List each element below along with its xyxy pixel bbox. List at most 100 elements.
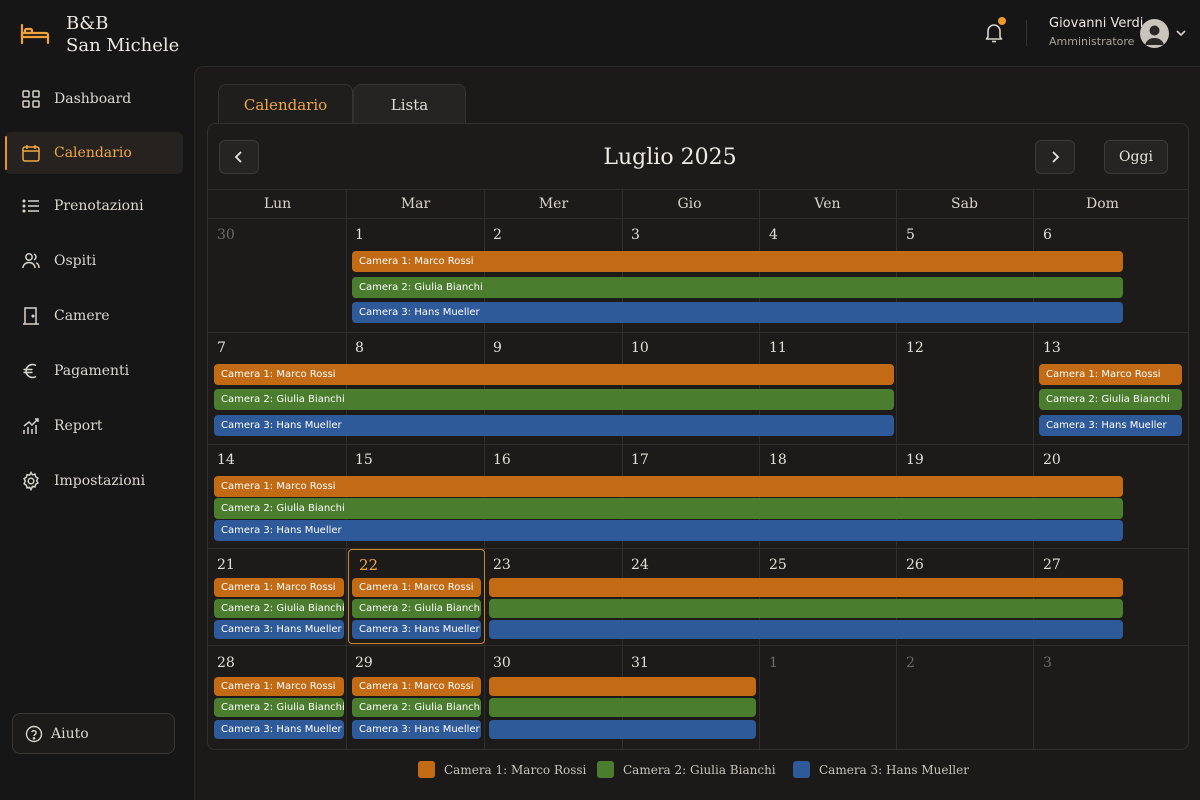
day-number[interactable]: 18 — [769, 452, 787, 468]
day-number[interactable]: 28 — [217, 655, 235, 671]
day-number[interactable]: 13 — [1043, 340, 1061, 356]
booking-bar-room3[interactable]: Camera 3: Hans Mueller — [352, 620, 481, 639]
day-number[interactable]: 5 — [906, 227, 915, 243]
legend-swatch — [793, 761, 810, 778]
booking-bar-room1[interactable]: Camera 1: Marco Rossi — [214, 476, 1123, 497]
day-number[interactable]: 8 — [355, 340, 364, 356]
day-number[interactable]: 11 — [769, 340, 787, 356]
help-button[interactable]: Aiuto — [12, 713, 175, 754]
day-number[interactable]: 1 — [769, 655, 778, 671]
next-month-button[interactable] — [1035, 140, 1075, 174]
day-number[interactable]: 30 — [493, 655, 511, 671]
booking-bar-room1[interactable]: Camera 1: Marco Rossi — [352, 251, 1123, 272]
brand[interactable]: B&B San Michele — [20, 13, 179, 57]
day-number[interactable]: 30 — [217, 227, 235, 243]
euro-icon — [23, 363, 37, 379]
booking-bar-room3[interactable]: Camera 3: Hans Mueller — [214, 620, 344, 639]
day-number[interactable]: 23 — [493, 557, 511, 573]
sidebar-item-report[interactable]: Report — [5, 405, 183, 447]
legend-label: Camera 1: Marco Rossi — [444, 762, 587, 777]
grid-line — [622, 189, 623, 749]
sidebar-item-prenotazioni[interactable]: Prenotazioni — [5, 185, 183, 227]
day-number[interactable]: 6 — [1043, 227, 1052, 243]
sidebar-item-pagamenti[interactable]: Pagamenti — [5, 350, 183, 392]
legend-label: Camera 2: Giulia Bianchi — [623, 762, 776, 777]
sidebar-item-label: Report — [54, 418, 103, 434]
booking-bar-room2[interactable]: Camera 2: Giulia Bianchi — [1039, 389, 1182, 410]
day-number[interactable]: 24 — [631, 557, 649, 573]
legend-swatch — [597, 761, 614, 778]
prev-month-button[interactable] — [219, 140, 259, 174]
day-number[interactable]: 16 — [493, 452, 511, 468]
booking-bar-room3[interactable]: Camera 3: Hans Mueller — [214, 415, 894, 436]
tab-lista[interactable]: Lista — [353, 84, 466, 124]
user-name[interactable]: Giovanni Verdi — [1049, 16, 1144, 31]
booking-bar-room2[interactable]: Camera 2: Giulia Bianchi — [352, 698, 481, 717]
sidebar-item-impostazioni[interactable]: Impostazioni — [5, 460, 183, 502]
weekday-header: Ven — [814, 196, 841, 212]
booking-bar-room2[interactable]: Camera 2: Giulia Bianchi — [214, 389, 894, 410]
day-number[interactable]: 3 — [631, 227, 640, 243]
booking-bar-room2-continued[interactable] — [489, 698, 756, 717]
avatar[interactable] — [1140, 19, 1169, 48]
day-number[interactable]: 15 — [355, 452, 373, 468]
booking-bar-room1[interactable]: Camera 1: Marco Rossi — [1039, 364, 1182, 385]
booking-bar-room2[interactable]: Camera 2: Giulia Bianchi — [352, 599, 481, 618]
day-number[interactable]: 4 — [769, 227, 778, 243]
booking-bar-room1-continued[interactable] — [489, 677, 756, 696]
day-number[interactable]: 14 — [217, 452, 235, 468]
booking-bar-room3-continued[interactable] — [489, 720, 756, 739]
today-cell-highlight[interactable] — [348, 549, 485, 644]
chevron-down-icon[interactable] — [1175, 27, 1187, 39]
booking-bar-room2[interactable]: Camera 2: Giulia Bianchi — [214, 698, 344, 717]
sidebar-item-ospiti[interactable]: Ospiti — [5, 240, 183, 282]
day-number[interactable]: 3 — [1043, 655, 1052, 671]
sidebar-item-camere[interactable]: Camere — [5, 295, 183, 337]
day-number[interactable]: 17 — [631, 452, 649, 468]
day-number-today[interactable]: 22 — [359, 556, 379, 574]
day-number[interactable]: 10 — [631, 340, 649, 356]
bell-icon[interactable] — [982, 20, 1006, 44]
booking-bar-room3-continued[interactable] — [489, 620, 1123, 639]
booking-bar-room3[interactable]: Camera 3: Hans Mueller — [352, 720, 481, 739]
booking-bar-room1-continued[interactable] — [489, 578, 1123, 597]
day-number[interactable]: 2 — [906, 655, 915, 671]
day-number[interactable]: 29 — [355, 655, 373, 671]
day-number[interactable]: 27 — [1043, 557, 1061, 573]
booking-bar-room3[interactable]: Camera 3: Hans Mueller — [214, 720, 344, 739]
day-number[interactable]: 19 — [906, 452, 924, 468]
booking-bar-room2[interactable]: Camera 2: Giulia Bianchi — [214, 599, 344, 618]
booking-bar-room3[interactable]: Camera 3: Hans Mueller — [352, 302, 1123, 323]
help-label: Aiuto — [51, 725, 89, 742]
weekday-header: Gio — [677, 196, 702, 212]
booking-bar-room2[interactable]: Camera 2: Giulia Bianchi — [352, 277, 1123, 298]
day-number[interactable]: 7 — [217, 340, 226, 356]
today-button[interactable]: Oggi — [1104, 140, 1168, 174]
day-number[interactable]: 31 — [631, 655, 649, 671]
booking-bar-room2-continued[interactable] — [489, 599, 1123, 618]
booking-bar-room3[interactable]: Camera 3: Hans Mueller — [214, 520, 1123, 541]
booking-bar-room3[interactable]: Camera 3: Hans Mueller — [1039, 415, 1182, 436]
booking-bar-room1[interactable]: Camera 1: Marco Rossi — [214, 578, 344, 597]
day-number[interactable]: 12 — [906, 340, 924, 356]
legend-item: Camera 3: Hans Mueller — [793, 761, 969, 778]
day-number[interactable]: 2 — [493, 227, 502, 243]
day-number[interactable]: 20 — [1043, 452, 1061, 468]
day-number[interactable]: 26 — [906, 557, 924, 573]
day-number[interactable]: 9 — [493, 340, 502, 356]
tab-calendario[interactable]: Calendario — [218, 84, 353, 124]
booking-bar-room2[interactable]: Camera 2: Giulia Bianchi — [214, 498, 1123, 519]
booking-bar-room1[interactable]: Camera 1: Marco Rossi — [214, 364, 894, 385]
sidebar-item-dashboard[interactable]: Dashboard — [5, 78, 183, 120]
grid-line — [346, 189, 347, 749]
day-number[interactable]: 1 — [355, 227, 364, 243]
booking-bar-room1[interactable]: Camera 1: Marco Rossi — [352, 677, 481, 696]
user-role: Amministratore — [1049, 35, 1135, 48]
weekday-header: Sab — [951, 196, 978, 212]
booking-bar-room1[interactable]: Camera 1: Marco Rossi — [352, 578, 481, 597]
sidebar-item-calendario[interactable]: Calendario — [5, 132, 183, 174]
chevron-right-icon — [1052, 151, 1060, 163]
day-number[interactable]: 21 — [217, 557, 235, 573]
booking-bar-room1[interactable]: Camera 1: Marco Rossi — [214, 677, 344, 696]
day-number[interactable]: 25 — [769, 557, 787, 573]
